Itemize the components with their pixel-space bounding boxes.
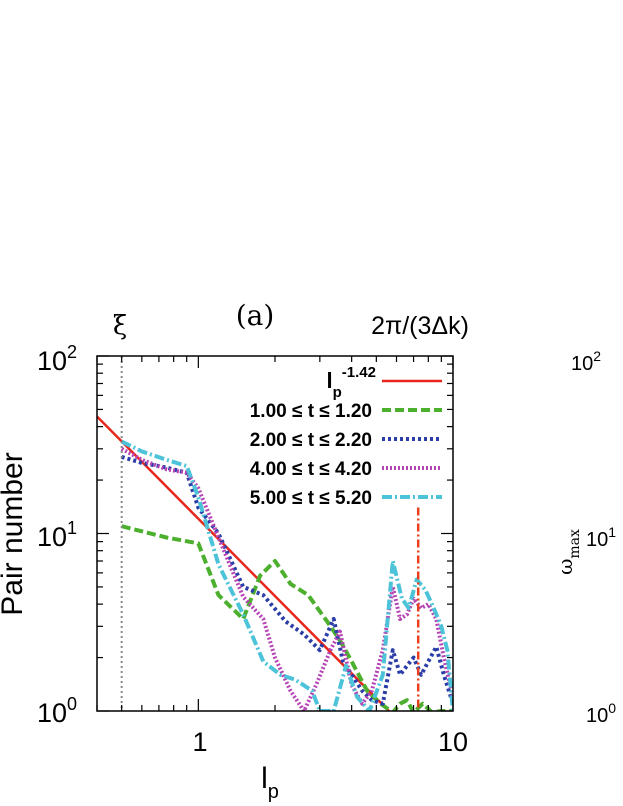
annotation-xi: ξ bbox=[113, 311, 127, 341]
x-tick-label-10: 10 bbox=[438, 727, 468, 757]
series-line-1 bbox=[121, 524, 453, 711]
y-tick-label-100: 102 bbox=[37, 342, 77, 376]
panel-b-y-axis-label: ωmax bbox=[553, 529, 583, 575]
panel-b-y-tick-100: 102 bbox=[571, 348, 601, 375]
legend-label-fit: lp-1.42 bbox=[327, 364, 377, 401]
legend-label-series-4: 5.00 ≤ t ≤ 5.20 bbox=[250, 488, 372, 509]
y-tick-label-1: 100 bbox=[37, 694, 77, 728]
series-layer bbox=[97, 415, 453, 711]
y-axis-label: Pair number bbox=[0, 452, 29, 615]
panel-b-partial: 102 101 100 ωmax bbox=[553, 348, 616, 727]
panel-b-y-tick-10: 101 bbox=[586, 524, 616, 551]
minor-ticks bbox=[96, 355, 454, 712]
x-axis-ticks: 1 10 bbox=[192, 727, 468, 757]
x-tick-label-1: 1 bbox=[192, 727, 207, 757]
x-axis-label: lp bbox=[261, 762, 279, 803]
annotation-labels: ξ 2π/(3Δk) bbox=[113, 311, 469, 341]
legend-label-series-2: 2.00 ≤ t ≤ 2.20 bbox=[250, 430, 372, 451]
y-tick-label-10: 101 bbox=[37, 518, 77, 552]
legend-label-series-3: 4.00 ≤ t ≤ 4.20 bbox=[250, 459, 372, 480]
legend: lp-1.42 1.00 ≤ t ≤ 1.20 2.00 ≤ t ≤ 2.20 … bbox=[250, 364, 442, 509]
y-axis-ticks: 102 101 100 bbox=[37, 342, 77, 728]
annotation-kcut: 2π/(3Δk) bbox=[371, 312, 469, 340]
legend-label-series-1: 1.00 ≤ t ≤ 1.20 bbox=[250, 401, 372, 422]
panel-a: (a) ξ 2π/(3Δk) 102 101 100 1 10 Pair num… bbox=[0, 299, 469, 803]
legend-swatches bbox=[382, 379, 442, 499]
series-line-4 bbox=[120, 439, 453, 711]
annotation-lines bbox=[120, 356, 420, 711]
plot-area bbox=[96, 355, 454, 712]
panel-b-y-tick-1: 100 bbox=[586, 700, 616, 727]
panel-label: (a) bbox=[236, 299, 275, 332]
